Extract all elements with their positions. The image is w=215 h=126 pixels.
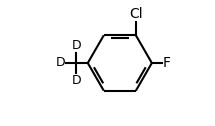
Text: D: D — [55, 56, 65, 70]
Text: Cl: Cl — [129, 7, 143, 21]
Text: D: D — [71, 39, 81, 52]
Text: D: D — [71, 74, 81, 87]
Text: F: F — [163, 56, 171, 70]
